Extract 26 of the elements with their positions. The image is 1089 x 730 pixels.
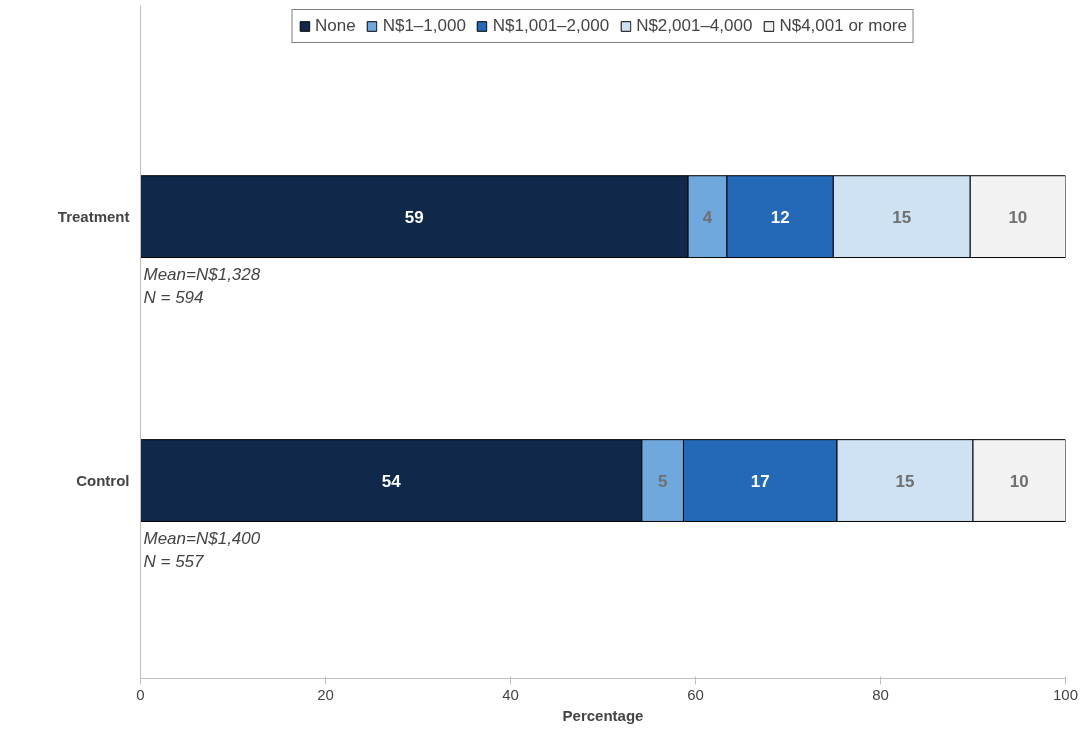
- x-tick-label: 0: [136, 685, 145, 703]
- data-label: 59: [404, 207, 424, 227]
- data-label: 10: [1008, 207, 1028, 227]
- annotation: Mean=N$1,328 N = 594: [143, 265, 261, 308]
- y-tick-label: Control: [76, 472, 130, 490]
- legend-label: N$4,001 or more: [779, 16, 907, 36]
- legend-label: N$1,001–2,000: [492, 16, 610, 36]
- annotation: Mean=N$1,400 N = 557: [143, 529, 261, 572]
- legend-label: N$1–1,000: [382, 16, 466, 36]
- data-label: 15: [895, 471, 915, 491]
- data-label: 10: [1009, 471, 1029, 491]
- x-tick-label: 80: [872, 685, 889, 703]
- x-tick-label: 20: [317, 685, 334, 703]
- x-tick-label: 40: [502, 685, 519, 703]
- data-label: 4: [702, 207, 713, 227]
- legend-label: N$2,001–4,000: [636, 16, 753, 36]
- legend-label: None: [315, 16, 356, 36]
- x-tick-label: 60: [687, 685, 704, 703]
- x-axis-title: Percentage: [562, 706, 644, 724]
- data-label: 54: [381, 471, 402, 491]
- y-tick-label: Treatment: [57, 208, 130, 226]
- data-label: 5: [657, 471, 668, 491]
- x-tick-label: 100: [1052, 685, 1079, 703]
- data-label: 17: [750, 471, 770, 491]
- data-label: 12: [770, 207, 790, 227]
- data-label: 15: [892, 207, 912, 227]
